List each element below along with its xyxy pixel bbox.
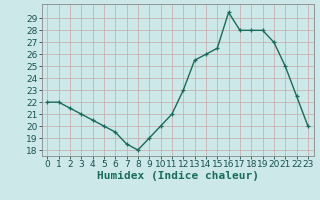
X-axis label: Humidex (Indice chaleur): Humidex (Indice chaleur): [97, 171, 259, 181]
